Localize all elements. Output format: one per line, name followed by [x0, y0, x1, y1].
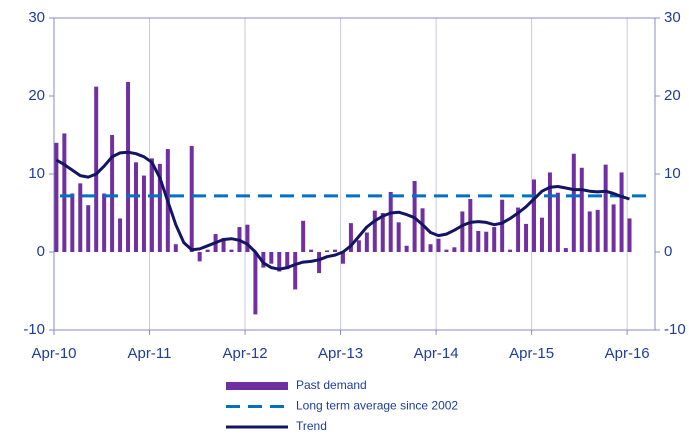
bar — [595, 209, 600, 252]
y-tick-label: 0 — [37, 243, 45, 260]
y-tick-label: 20 — [28, 87, 45, 104]
x-tick-label: Apr-11 — [128, 345, 172, 362]
bar — [325, 250, 330, 252]
bar — [547, 172, 552, 252]
bar — [102, 193, 107, 252]
y-tick-label: 10 — [28, 165, 45, 182]
bar — [277, 252, 282, 272]
bar — [118, 218, 123, 252]
bar — [332, 249, 337, 252]
bar — [476, 230, 481, 252]
bar — [141, 175, 146, 252]
bar — [627, 218, 632, 252]
bar — [126, 81, 131, 253]
bar — [173, 244, 178, 252]
bar — [133, 162, 138, 252]
bar — [340, 252, 345, 264]
legend-label: Long term average since 2002 — [296, 399, 458, 413]
bar — [587, 211, 592, 252]
legend-swatch — [226, 382, 288, 390]
y2-tick-label: 30 — [664, 9, 681, 26]
bar — [197, 252, 202, 262]
trend-line — [55, 150, 630, 271]
bar — [539, 217, 544, 252]
x-tick-label: Apr-14 — [414, 345, 459, 362]
bar — [78, 183, 83, 252]
bar — [285, 252, 290, 270]
bar — [70, 193, 75, 252]
bar — [524, 223, 529, 252]
bar — [245, 224, 250, 252]
y2-tick-label: 20 — [664, 87, 681, 104]
x-tick-label: Apr-15 — [509, 345, 554, 362]
bar — [293, 252, 298, 290]
bar — [420, 208, 425, 252]
x-tick-label: Apr-16 — [605, 345, 650, 362]
y2-tick-label: -10 — [664, 321, 686, 338]
bar — [149, 158, 154, 252]
y2-tick-label: 10 — [664, 165, 681, 182]
y2-tick-label: 0 — [664, 243, 672, 260]
plot-frame — [53, 17, 656, 331]
bar — [396, 222, 401, 252]
bar — [508, 249, 513, 252]
bar — [619, 172, 624, 252]
bar — [189, 145, 194, 252]
bar — [428, 244, 433, 252]
bar — [205, 249, 210, 252]
x-tick-label: Apr-12 — [223, 345, 268, 362]
bar — [269, 252, 274, 264]
bar — [532, 179, 537, 252]
x-tick-label: Apr-10 — [31, 345, 76, 362]
bar — [436, 238, 441, 252]
y-tick-label: 30 — [28, 9, 45, 26]
bar — [571, 153, 576, 252]
bar — [221, 237, 226, 252]
bar — [460, 211, 465, 252]
bar — [301, 220, 306, 252]
x-tick-label: Apr-13 — [318, 345, 363, 362]
bar — [86, 205, 91, 252]
bar — [444, 249, 449, 252]
bar — [380, 213, 385, 252]
bar — [563, 248, 568, 252]
bar — [229, 249, 234, 252]
bar — [452, 247, 457, 252]
y-tick-label: -10 — [23, 321, 45, 338]
bar — [309, 249, 314, 252]
bar — [364, 232, 369, 252]
bar — [110, 135, 115, 252]
bar — [492, 227, 497, 252]
bar — [317, 252, 322, 274]
bar — [555, 192, 560, 252]
bar — [484, 231, 489, 252]
bar — [579, 167, 584, 252]
bar — [500, 199, 505, 252]
bar — [261, 252, 266, 268]
bar — [348, 223, 353, 252]
bar — [388, 191, 393, 252]
bar — [372, 210, 377, 252]
legend-label: Past demand — [296, 378, 367, 392]
bar — [611, 204, 616, 252]
legend-label: Trend — [296, 419, 327, 433]
bar — [94, 86, 99, 252]
bar — [603, 164, 608, 252]
bar — [356, 240, 361, 252]
bar — [468, 198, 473, 252]
bar — [516, 207, 521, 252]
bar — [157, 163, 162, 252]
bar — [54, 142, 59, 252]
bar — [404, 245, 409, 252]
bar — [62, 133, 67, 252]
bar — [253, 252, 258, 315]
